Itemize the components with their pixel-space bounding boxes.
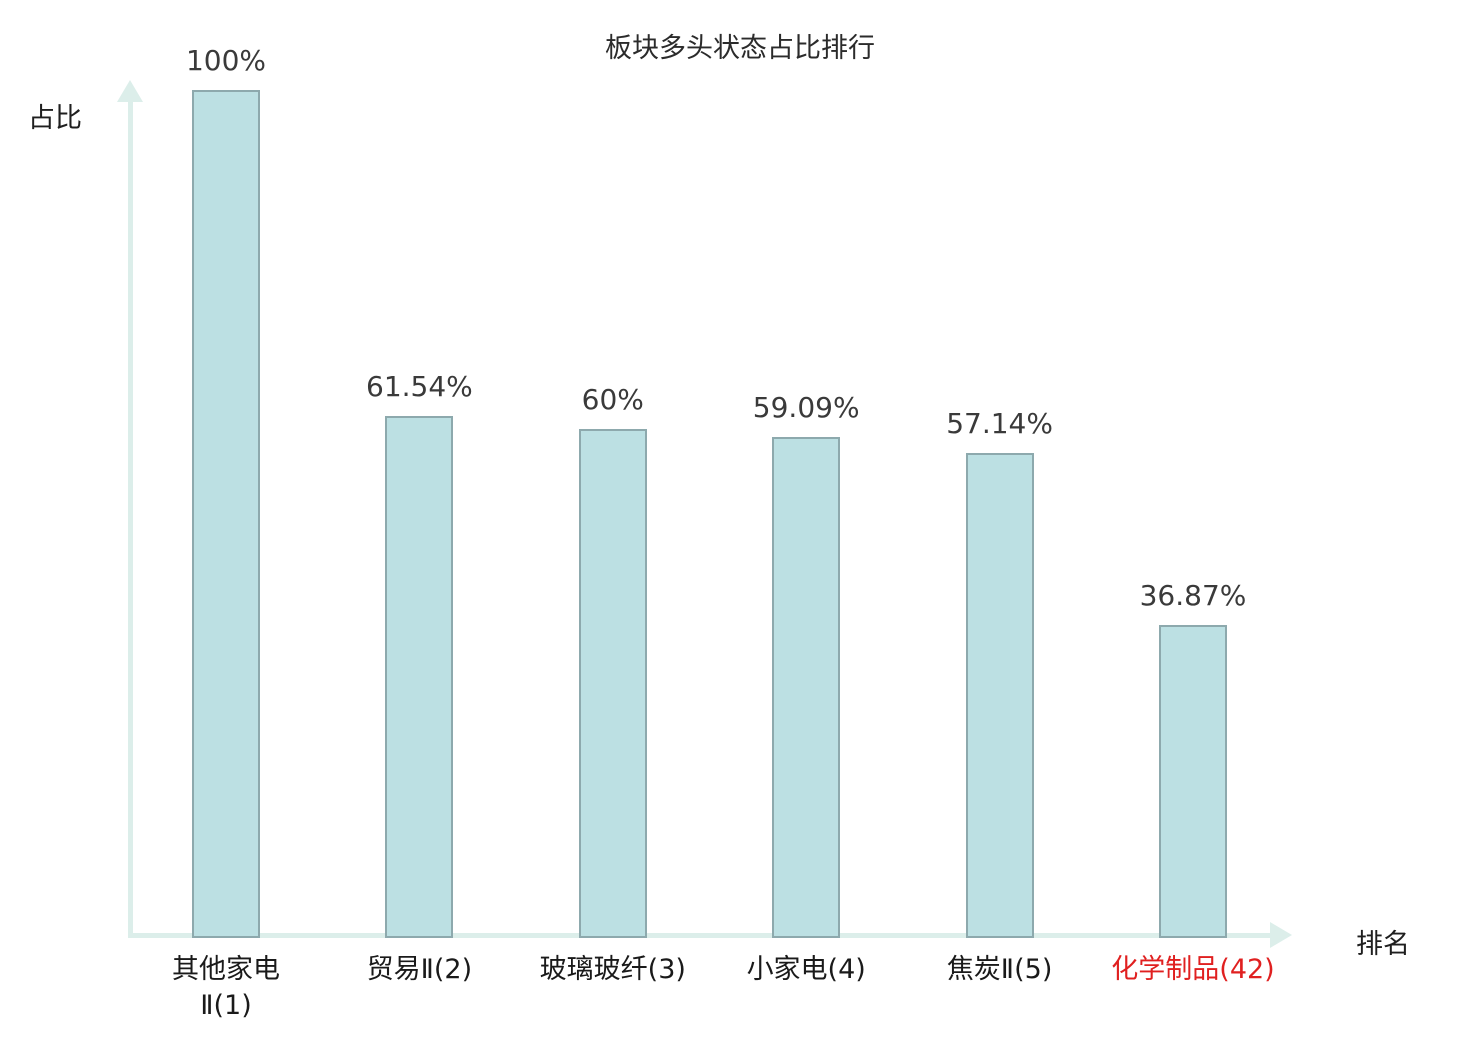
bar-value-label: 57.14% [946, 407, 1053, 441]
bar-category-label: 焦炭Ⅱ(5) [946, 954, 1053, 985]
bar-value-label: 61.54% [366, 370, 473, 404]
bar-value-label: 59.09% [752, 390, 860, 424]
bar [192, 90, 260, 938]
y-axis-label: 占比 [28, 103, 82, 134]
bar-category-label: 玻璃玻纤(3) [539, 954, 686, 985]
bar [1159, 625, 1227, 938]
bar-value-label: 100% [185, 44, 267, 77]
bar [965, 453, 1034, 938]
bar-value-label: 60% [581, 383, 644, 417]
bar-category-label: 化学制品(42) [1111, 954, 1275, 985]
bar-category-label: 小家电(4) [746, 954, 866, 985]
bar-value-label: 36.87% [1139, 579, 1247, 613]
bar-category-label: 其他家电 Ⅱ(1) [172, 954, 280, 1022]
bar [772, 436, 841, 938]
chart-title: 板块多头状态占比排行 [605, 33, 875, 64]
bar [385, 416, 454, 938]
y-axis [128, 96, 133, 938]
y-axis-arrow-icon [117, 80, 143, 102]
bar [578, 429, 647, 938]
x-axis [128, 933, 1274, 938]
bar-category-label: 贸易Ⅱ(2) [366, 954, 473, 985]
x-axis-arrow-icon [1270, 922, 1292, 948]
x-axis-label: 排名 [1356, 929, 1410, 960]
